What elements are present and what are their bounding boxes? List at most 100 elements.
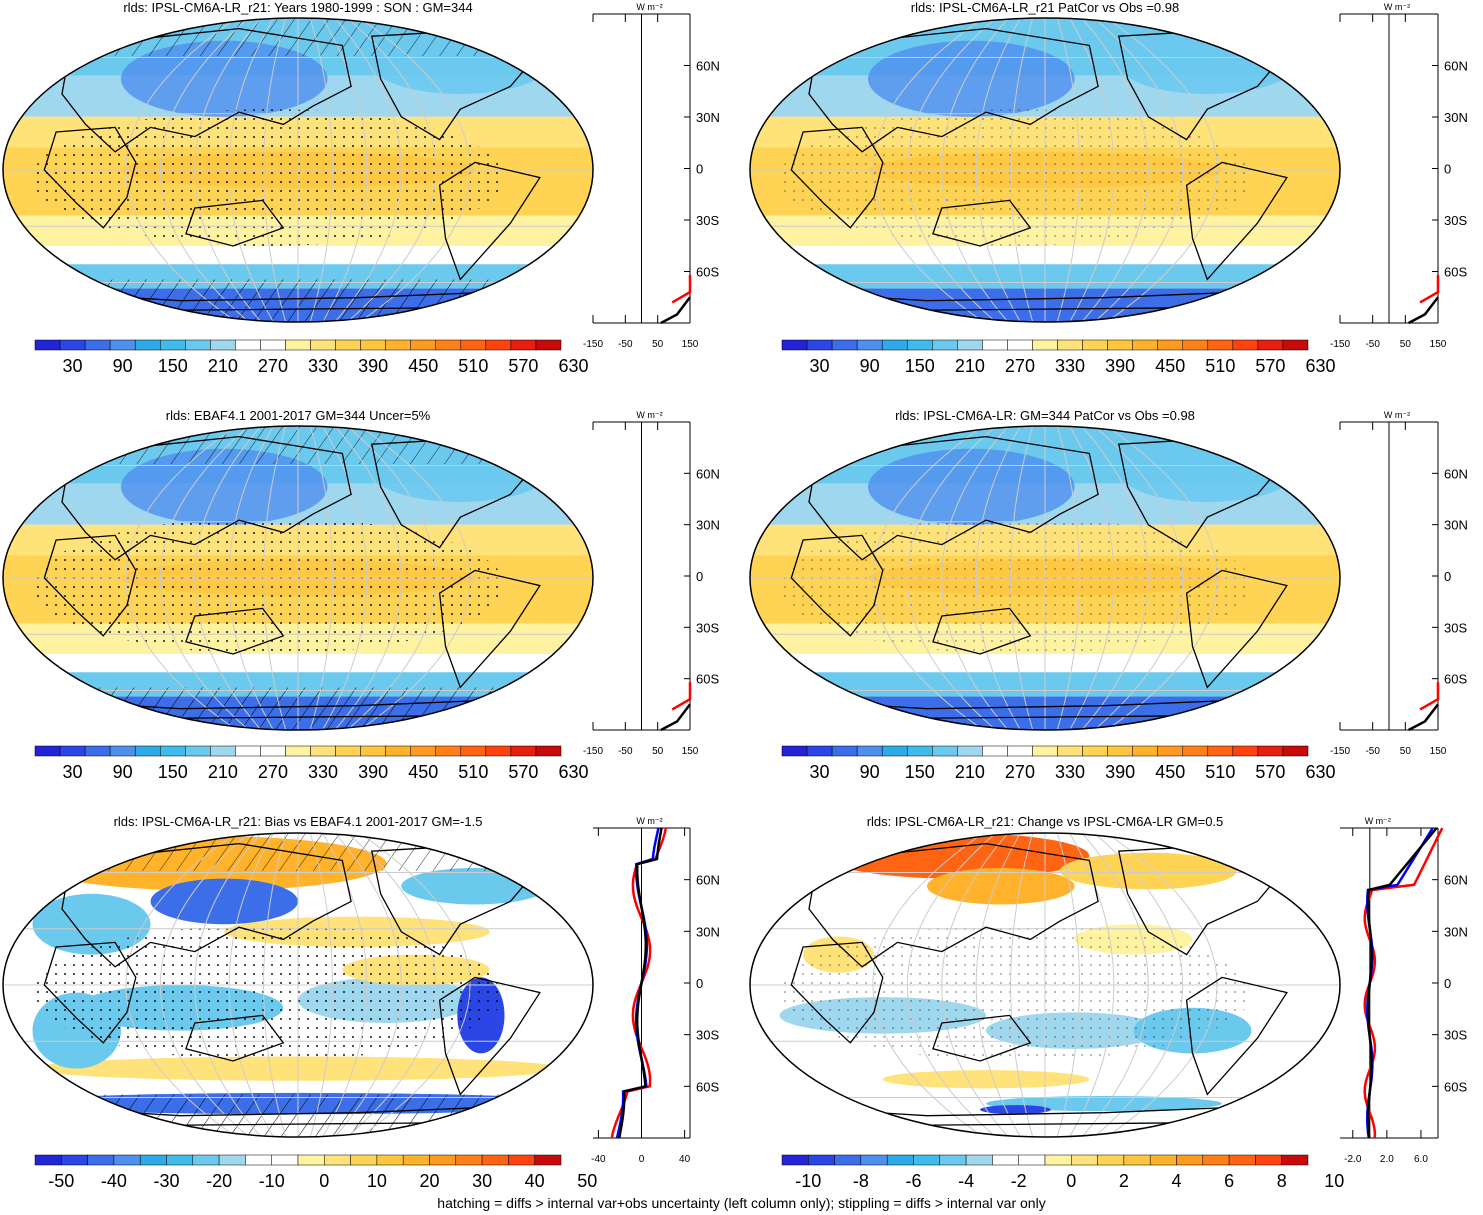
- colorbar-swatch: [402, 1154, 430, 1166]
- profile-xtick-label: 2.0: [1380, 1154, 1394, 1165]
- continent-outline: [790, 126, 884, 229]
- colorbar-swatch: [1257, 745, 1284, 757]
- profile-ytick-label: 60S: [1444, 265, 1467, 280]
- continent-outline: [185, 607, 285, 655]
- profile-ytick-label: 30N: [696, 110, 720, 125]
- profile-unit: W m⁻²: [1384, 2, 1410, 12]
- map-panel-6: [749, 832, 1341, 1138]
- colorbar-swatch: [485, 339, 512, 351]
- colorbar-swatch: [285, 745, 311, 757]
- profile-xtick-label: 150: [1430, 746, 1447, 757]
- colorbar-swatch: [1282, 339, 1309, 351]
- zonal-profile-2: W m⁻² -150 -50 50 150 60N 30N 0 30S 60S: [1330, 2, 1468, 350]
- colorbar-swatch: [235, 745, 261, 757]
- colorbar-tick-label: 390: [1105, 356, 1135, 376]
- colorbar-tick-label: 630: [559, 356, 589, 376]
- colorbar-swatch: [906, 745, 933, 757]
- continent-outline: [790, 941, 884, 1044]
- colorbar-swatch: [360, 339, 386, 351]
- colorbar-tick-label: -50: [48, 1171, 74, 1190]
- colorbar-tick-label: 270: [1005, 762, 1035, 782]
- colorbar-tick-label: -6: [905, 1171, 921, 1190]
- continent-outline: [43, 126, 137, 229]
- panel-title-5: rlds: IPSL-CM6A-LR_r21: Bias vs EBAF4.1 …: [114, 814, 483, 829]
- colorbar-tick-label: 6: [1224, 1171, 1234, 1190]
- profile-xtick-label: 50: [652, 746, 664, 757]
- colorbar-swatch: [1107, 339, 1133, 351]
- colorbar-swatch: [965, 1154, 993, 1166]
- continent-outline: [1185, 976, 1288, 1096]
- colorbar-swatch: [192, 1154, 220, 1166]
- colorbar-swatch: [806, 745, 833, 757]
- profile-ytick-label: 60N: [1444, 873, 1468, 888]
- profile-xtick-label: 150: [682, 746, 699, 757]
- profile-ytick-label: 60N: [696, 873, 720, 888]
- panel-title-1: rlds: IPSL-CM6A-LR_r21: Years 1980-1999 …: [123, 0, 472, 15]
- colorbar-tick-label: 510: [458, 356, 488, 376]
- colorbar-swatch: [1057, 339, 1083, 351]
- colorbar-swatch: [376, 1154, 404, 1166]
- colorbar-swatch: [781, 1154, 809, 1166]
- profile-xtick-label: 150: [682, 339, 699, 350]
- zonal-profile-1: W m⁻² -150 -50 50 150 60N 30N 0 30S 60S: [583, 2, 720, 350]
- profile-ytick-label: 60N: [696, 466, 720, 481]
- colorbar-swatch: [1232, 745, 1259, 757]
- colorbar-tick-label: 4: [1171, 1171, 1181, 1190]
- colorbar-swatch: [1182, 745, 1209, 757]
- colorbar-tick-label: 570: [508, 762, 538, 782]
- profile-line-blue: [1366, 827, 1434, 1139]
- colorbar-tick-label: 30: [63, 762, 83, 782]
- colorbar-tick-label: 2: [1119, 1171, 1129, 1190]
- colorbar-swatch: [185, 745, 211, 757]
- colorbar-swatch: [1032, 339, 1058, 351]
- colorbar-swatch: [856, 745, 883, 757]
- colorbar-swatch: [385, 745, 411, 757]
- profile-ytick-label: 60S: [696, 672, 719, 687]
- continent-outline: [438, 569, 541, 689]
- profile-ytick-label: 30S: [1444, 620, 1467, 635]
- colorbar-swatch: [134, 339, 161, 351]
- continent-outline: [185, 199, 285, 247]
- continent-outline: [932, 1014, 1032, 1062]
- zonal-profile-5: W m⁻² -40 0 40 60N 30N 0 30S 60S: [591, 816, 720, 1165]
- colorbar-tick-label: 450: [1155, 762, 1185, 782]
- colorbar-swatch: [856, 339, 883, 351]
- colorbar-swatch: [185, 339, 211, 351]
- profile-line-black: [1366, 827, 1438, 1139]
- colorbar-swatch: [84, 745, 111, 757]
- colorbar-swatch: [1007, 745, 1033, 757]
- colorbar-swatch: [1123, 1154, 1151, 1166]
- colorbar-tick-label: 150: [905, 762, 935, 782]
- colorbar-swatch: [932, 339, 958, 351]
- colorbar-swatch: [429, 1154, 457, 1166]
- colorbar-tick-label: 0: [1066, 1171, 1076, 1190]
- colorbar-swatch: [913, 1154, 941, 1166]
- profile-unit: W m⁻²: [636, 410, 662, 420]
- colorbar-swatch: [535, 745, 562, 757]
- colorbar-swatch: [834, 1154, 862, 1166]
- colorbar-swatch: [87, 1154, 115, 1166]
- colorbar-tick-label: 510: [1205, 356, 1235, 376]
- colorbar-swatch: [992, 1154, 1019, 1166]
- colorbar-swatch: [1132, 339, 1158, 351]
- colorbar-swatch: [1232, 339, 1259, 351]
- panel-title-3: rlds: EBAF4.1 2001-2017 GM=344 Uncer=5%: [166, 408, 431, 423]
- colorbar-tick-label: 30: [810, 762, 830, 782]
- colorbar-swatch: [324, 1154, 351, 1166]
- colorbar-tick-label: -4: [958, 1171, 974, 1190]
- footer-note: hatching = diffs > internal var+obs unce…: [437, 1195, 1046, 1211]
- colorbar-tick-label: 270: [1005, 356, 1035, 376]
- continent-outline: [790, 534, 884, 637]
- colorbar-tick-label: 330: [1055, 762, 1085, 782]
- colorbar-tick-label: 630: [1306, 762, 1336, 782]
- profile-line-red: [1419, 682, 1440, 711]
- profile-xtick-label: 50: [1400, 746, 1412, 757]
- colorbar-swatch: [485, 745, 512, 757]
- colorbar-tick-label: -20: [206, 1171, 232, 1190]
- map-border: [2, 425, 594, 731]
- colorbar-tick-label: 90: [860, 356, 880, 376]
- colorbar-swatch: [1202, 1154, 1230, 1166]
- colorbar-swatch: [1032, 745, 1058, 757]
- colorbar-tick-label: 210: [208, 356, 238, 376]
- colorbar-tick-label: -40: [101, 1171, 127, 1190]
